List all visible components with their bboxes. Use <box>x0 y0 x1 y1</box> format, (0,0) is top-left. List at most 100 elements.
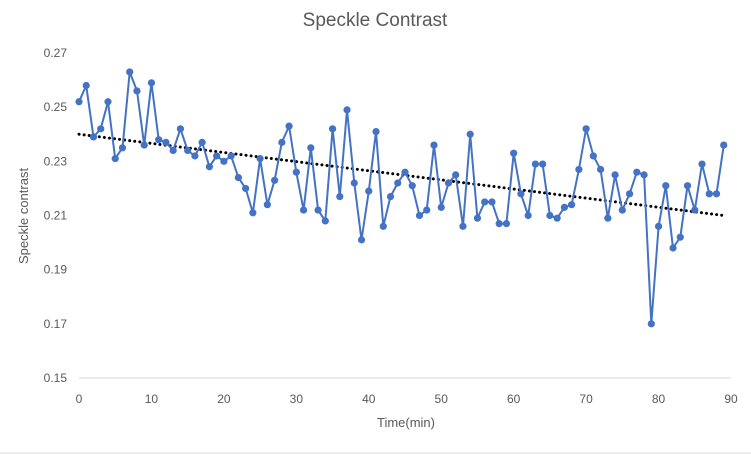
data-point <box>604 214 612 222</box>
data-point <box>560 203 568 211</box>
data-point <box>452 171 460 179</box>
data-point <box>597 165 605 174</box>
data-point <box>669 244 677 252</box>
y-tick-label: 0.19 <box>44 263 68 277</box>
data-point <box>654 222 663 230</box>
data-point <box>191 152 199 160</box>
x-tick-label: 40 <box>362 392 376 406</box>
data-point <box>147 79 156 87</box>
data-point <box>162 138 170 146</box>
data-point <box>481 198 489 206</box>
series-layer <box>75 68 728 328</box>
data-point <box>582 125 590 133</box>
data-point <box>720 141 728 149</box>
data-point <box>575 165 583 174</box>
data-point <box>220 157 228 165</box>
data-point <box>430 141 438 149</box>
data-point <box>321 217 329 225</box>
data-point <box>640 171 648 179</box>
x-tick-label: 50 <box>435 392 449 406</box>
data-point <box>336 192 344 201</box>
data-point <box>473 214 482 222</box>
x-tick-label: 70 <box>579 392 593 406</box>
y-tick-label: 0.27 <box>44 46 68 60</box>
data-point <box>611 171 619 179</box>
y-tick-labels: 0.15 0.17 0.19 0.21 0.23 0.25 0.27 <box>44 46 68 385</box>
y-tick-label: 0.17 <box>44 317 68 331</box>
data-point <box>705 190 713 198</box>
y-tick-label: 0.23 <box>44 154 68 168</box>
data-point <box>256 155 264 163</box>
data-point <box>502 220 511 228</box>
data-point <box>227 152 235 160</box>
data-point <box>589 152 597 160</box>
data-point <box>488 198 496 206</box>
data-point <box>299 206 308 214</box>
data-point <box>350 179 358 187</box>
data-point <box>184 146 192 155</box>
data-point <box>683 182 692 190</box>
y-tick-label: 0.15 <box>44 371 68 385</box>
data-point <box>517 190 525 198</box>
data-point <box>97 125 105 133</box>
x-tick-label: 10 <box>145 392 159 406</box>
data-point <box>118 144 127 152</box>
data-point <box>365 187 373 195</box>
data-point <box>423 206 431 214</box>
data-point <box>408 182 416 190</box>
x-tick-label: 20 <box>217 392 231 406</box>
data-point <box>82 81 90 90</box>
data-point <box>437 203 445 211</box>
data-point <box>169 146 177 155</box>
data-point <box>198 138 206 146</box>
data-point <box>133 87 141 95</box>
data-point <box>662 182 670 190</box>
data-point <box>292 168 300 176</box>
data-point <box>459 222 467 230</box>
data-point <box>155 136 163 144</box>
data-point <box>242 184 250 193</box>
data-point <box>524 211 532 220</box>
data-point <box>633 168 641 176</box>
data-point <box>379 222 387 230</box>
chart-title: Speckle Contrast <box>303 10 448 31</box>
data-point <box>546 211 554 220</box>
data-point <box>140 141 148 149</box>
data-point <box>328 125 337 133</box>
data-point <box>495 220 503 228</box>
data-point <box>712 190 721 198</box>
x-tick-label: 90 <box>724 392 738 406</box>
data-point <box>510 149 518 157</box>
data-point <box>213 152 221 160</box>
data-point <box>89 133 98 141</box>
data-point <box>676 233 684 241</box>
data-point <box>278 138 286 146</box>
data-point <box>698 160 706 168</box>
data-point <box>285 122 293 130</box>
data-point <box>205 163 213 171</box>
data-point <box>539 160 547 168</box>
data-point <box>357 236 366 244</box>
data-point <box>372 127 380 136</box>
data-point <box>249 209 257 217</box>
data-point <box>75 98 83 106</box>
data-point <box>444 179 453 187</box>
data-point <box>104 98 112 106</box>
data-point <box>234 173 242 182</box>
data-point <box>401 168 409 176</box>
data-point <box>618 206 626 214</box>
data-point <box>415 211 424 220</box>
data-point <box>314 206 322 214</box>
data-point <box>111 155 119 163</box>
data-point <box>466 130 474 138</box>
data-point <box>263 201 271 209</box>
y-axis-label: Speckle contrast <box>16 168 31 264</box>
x-tick-label: 80 <box>652 392 666 406</box>
data-point <box>343 106 351 114</box>
data-point <box>531 160 540 168</box>
y-tick-label: 0.21 <box>44 209 68 223</box>
y-tick-label: 0.25 <box>44 100 68 114</box>
x-tick-labels: 0 10 20 30 40 50 60 70 80 90 <box>76 392 738 406</box>
